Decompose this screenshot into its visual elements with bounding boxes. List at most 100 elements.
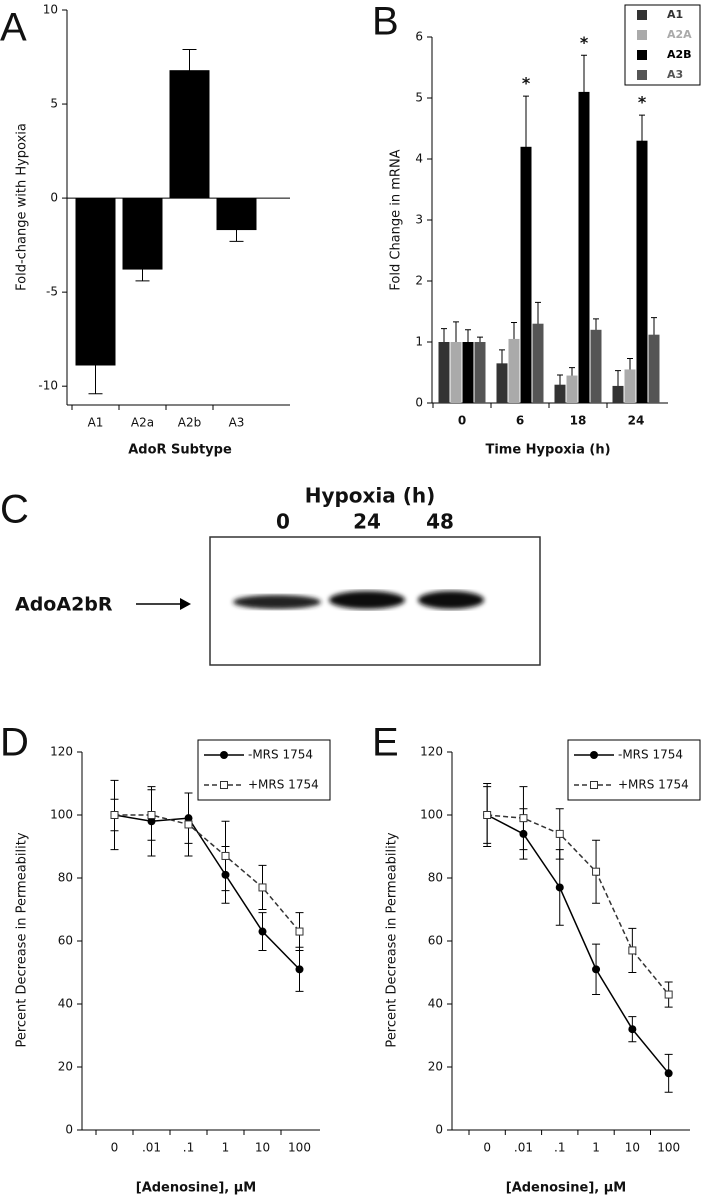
y-tick-label: 0 [435, 1123, 443, 1137]
x-tick-label: A1 [88, 416, 104, 430]
legend-swatch [637, 10, 647, 20]
y-tick-label: 3 [415, 213, 423, 227]
x-tick-label: 0 [483, 1141, 491, 1155]
point [555, 883, 564, 892]
x-tick-label: 0 [458, 414, 466, 428]
bar [566, 375, 578, 403]
bar [438, 342, 450, 403]
bar [450, 342, 462, 403]
x-tick-label: 24 [628, 414, 645, 428]
x-tick-label: 0 [111, 1141, 119, 1155]
point [147, 811, 156, 819]
lane-label: 0 [276, 510, 290, 534]
point [258, 927, 267, 936]
x-tick-label: .01 [142, 1141, 161, 1155]
y-tick-label: 0 [65, 1123, 73, 1137]
blot-title: Hypoxia (h) [305, 484, 436, 508]
x-tick-label: 100 [288, 1141, 311, 1155]
legend-marker [590, 781, 598, 789]
legend-label: +MRS 1754 [248, 778, 319, 792]
lane-label: 48 [426, 510, 454, 534]
point [592, 867, 601, 876]
arrow-head [180, 598, 191, 610]
y-tick-label: 10 [43, 3, 58, 17]
point [483, 811, 492, 819]
x-tick-label: .1 [183, 1141, 194, 1155]
panel-letter: C [0, 488, 29, 532]
y-tick-label: 0 [50, 191, 58, 205]
series-line [486, 814, 670, 1074]
y-axis-label: Fold-change with Hypoxia [15, 123, 30, 291]
bar [612, 385, 624, 403]
bar [474, 342, 486, 403]
y-tick-label: 100 [50, 808, 73, 822]
significance-mark: * [522, 74, 531, 93]
bar [462, 342, 474, 403]
x-tick-label: 6 [516, 414, 524, 428]
panel-letter: B [372, 0, 399, 44]
point [258, 883, 267, 892]
legend-label: +MRS 1754 [618, 778, 689, 792]
bar [648, 334, 660, 403]
y-tick-label: 0 [415, 396, 423, 410]
y-tick-label: 60 [58, 934, 73, 948]
point [628, 946, 637, 955]
point [110, 811, 119, 819]
y-tick-label: 80 [58, 871, 73, 885]
bar [554, 384, 566, 403]
y-tick-label: 120 [420, 745, 443, 759]
lane-label: 24 [353, 510, 381, 534]
point [184, 820, 193, 829]
bar [578, 91, 590, 404]
y-tick-label: 6 [415, 30, 423, 44]
x-tick-label: 18 [570, 414, 587, 428]
x-tick-label: 100 [657, 1141, 680, 1155]
x-tick-label: A2b [178, 416, 201, 430]
point [664, 1069, 673, 1078]
bar [520, 146, 532, 404]
bar [532, 323, 544, 403]
bar [122, 198, 163, 270]
point [664, 990, 673, 999]
bar [75, 198, 116, 366]
y-tick-label: 60 [428, 934, 443, 948]
blot-label: AdoA2bR [15, 594, 113, 616]
y-tick-label: 80 [428, 871, 443, 885]
panel: A AdoR Subtype Fold-change with Hypoxia -10… [0, 3, 290, 458]
y-tick-label: 5 [415, 91, 423, 105]
series-line [114, 814, 301, 970]
bar [496, 363, 508, 403]
y-tick-label: -10 [38, 379, 58, 393]
panel-letter: A [0, 6, 27, 50]
x-axis-label: [Adenosine], µM [136, 1181, 257, 1196]
x-tick-label: .01 [514, 1141, 533, 1155]
y-axis-label: Percent Decrease in Permeability [385, 832, 400, 1047]
blot-band [329, 591, 405, 609]
legend-swatch [637, 30, 647, 40]
legend-label: A2B [667, 48, 692, 61]
x-tick-label: A3 [229, 416, 245, 430]
y-tick-label: 40 [58, 997, 73, 1011]
y-tick-label: 2 [415, 274, 423, 288]
y-tick-label: 40 [428, 997, 443, 1011]
y-tick-label: 5 [50, 97, 58, 111]
x-tick-label: .1 [554, 1141, 565, 1155]
y-axis-label: Percent Decrease in Permeability [15, 832, 30, 1047]
point [221, 851, 230, 860]
point [519, 814, 528, 823]
panel-c: C Hypoxia (h) 0 24 48 AdoA2bR [0, 484, 541, 666]
legend-marker [220, 781, 228, 789]
x-axis-label: Time Hypoxia (h) [485, 443, 610, 458]
y-tick-label: 20 [428, 1060, 443, 1074]
bar [590, 329, 602, 403]
bar [636, 140, 648, 403]
legend-box [567, 739, 701, 801]
point [295, 965, 304, 974]
point [592, 965, 601, 974]
y-tick-label: -5 [46, 285, 58, 299]
y-tick-label: 100 [420, 808, 443, 822]
panel: B Time Hypoxia (h) Fold Change in mRNA 0 1 2 3… [372, 0, 701, 458]
x-axis-label: [Adenosine], µM [506, 1181, 627, 1196]
